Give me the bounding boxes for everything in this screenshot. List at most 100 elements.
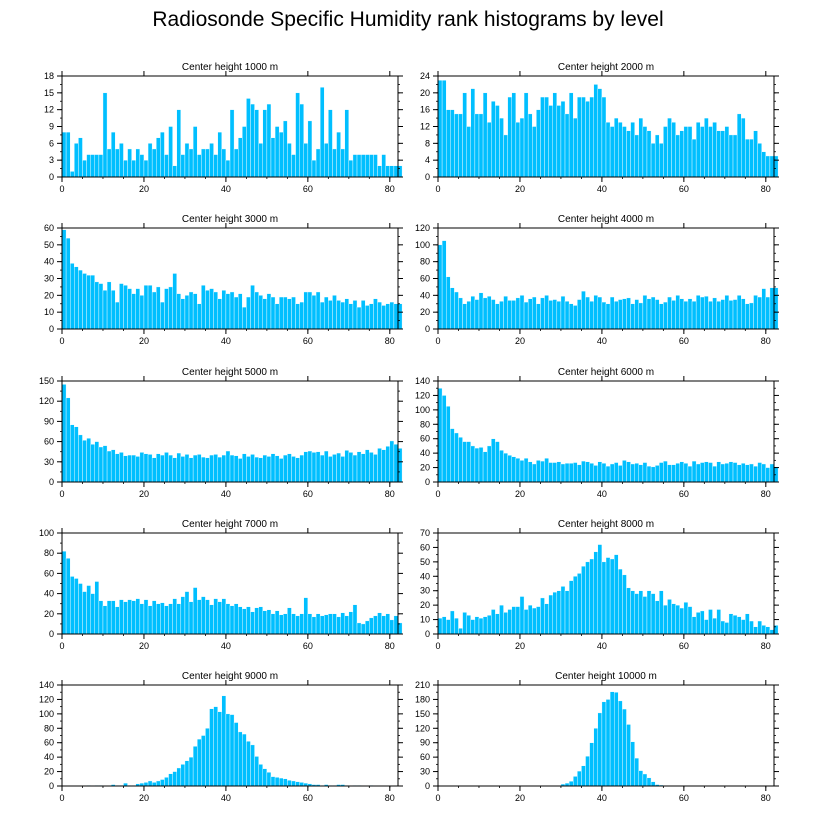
histogram-bar	[61, 131, 67, 178]
histogram-bar	[609, 691, 615, 787]
histogram-bar	[373, 615, 378, 635]
histogram-bar	[458, 297, 463, 330]
histogram-bar	[470, 619, 476, 635]
histogram-bar	[217, 601, 223, 635]
histogram-bar	[544, 457, 549, 483]
histogram-bar	[646, 298, 652, 330]
y-tick-label: 40	[44, 257, 54, 267]
histogram-bar	[94, 154, 100, 178]
histogram-bar	[568, 780, 574, 787]
histogram-bar	[242, 453, 247, 483]
histogram-bar	[151, 291, 157, 330]
histogram-bar	[523, 301, 529, 330]
histogram-bar	[601, 301, 607, 330]
histogram-bar	[581, 290, 586, 330]
histogram-bar	[441, 240, 447, 330]
histogram-bar	[618, 465, 623, 483]
x-tick-label: 80	[385, 336, 395, 346]
histogram-bar	[441, 616, 447, 635]
histogram-bar	[336, 452, 341, 483]
x-tick-label: 60	[303, 793, 313, 803]
histogram-bar	[283, 613, 288, 635]
histogram-bar	[450, 287, 455, 330]
y-tick-label: 0	[425, 477, 430, 487]
histogram-bar	[589, 558, 594, 635]
histogram-bar	[695, 295, 701, 330]
histogram-bar	[573, 576, 578, 635]
histogram-bar	[445, 619, 451, 635]
y-tick-label: 30	[44, 274, 54, 284]
histogram-bar	[597, 296, 603, 330]
histogram-bar	[344, 450, 350, 483]
histogram-bar	[143, 599, 149, 635]
histogram-bar	[564, 113, 570, 178]
y-tick-label: 3	[49, 155, 54, 165]
histogram-bar	[123, 455, 128, 483]
histogram-bar	[462, 441, 467, 483]
y-tick-label: 80	[44, 723, 54, 733]
histogram-bar	[393, 303, 399, 330]
histogram-bar	[369, 617, 374, 635]
histogram-bar	[184, 295, 190, 330]
histogram-bar	[597, 88, 603, 178]
panel-title: Center height 1000 m	[182, 62, 278, 73]
histogram-bar	[687, 606, 693, 635]
histogram-bar	[213, 154, 218, 178]
histogram-bar	[581, 96, 586, 178]
histogram-bar	[377, 301, 382, 330]
histogram-bar	[437, 617, 443, 635]
histogram-bar	[581, 765, 586, 787]
histogram-bar	[622, 298, 627, 330]
histogram-bar	[757, 620, 762, 635]
y-tick-label: 100	[39, 528, 54, 538]
histogram-bar	[634, 463, 639, 483]
panel-2: Center height 2000 m 0 20 40 60 80 0 4 8 12 16 20 24	[420, 62, 779, 194]
histogram-bar	[474, 616, 480, 635]
histogram-bar	[445, 109, 451, 178]
histogram-bar	[691, 138, 697, 178]
histogram-bar	[110, 131, 116, 178]
histogram-bar	[180, 154, 186, 178]
histogram-bar	[184, 760, 190, 787]
histogram-bar	[564, 301, 570, 330]
histogram-bar	[564, 590, 570, 635]
x-tick-label: 60	[303, 641, 313, 651]
histogram-bar	[454, 113, 459, 178]
histogram-bar	[283, 120, 288, 178]
histogram-bar	[523, 92, 529, 178]
histogram-bar	[69, 424, 75, 483]
histogram-bar	[373, 298, 378, 330]
histogram-bar	[295, 303, 300, 330]
histogram-bar	[495, 441, 500, 483]
histogram-bar	[519, 596, 525, 635]
histogram-bar	[716, 130, 721, 178]
histogram-bar	[622, 708, 627, 787]
histogram-bar	[663, 604, 668, 635]
histogram-bar	[192, 454, 198, 483]
histogram-bar	[597, 712, 603, 787]
histogram-bar	[515, 122, 521, 178]
histogram-bar	[270, 613, 276, 635]
histogram-bar	[274, 455, 280, 483]
histogram-bar	[135, 456, 141, 483]
panel-9: Center height 9000 m 0 20 40 60 80 0 20 40 60 80 10…	[39, 671, 403, 803]
histogram-bar	[381, 449, 386, 483]
histogram-bar	[303, 451, 309, 483]
histogram-bar	[704, 619, 709, 635]
histogram-bar	[332, 613, 337, 635]
histogram-bar	[605, 465, 611, 483]
y-tick-label: 60	[44, 437, 54, 447]
histogram-bar	[708, 126, 713, 178]
histogram-bar	[589, 96, 594, 178]
histogram-bar	[151, 148, 157, 178]
histogram-bar	[65, 131, 71, 178]
histogram-bar	[356, 622, 362, 635]
histogram-bar	[168, 126, 173, 178]
histogram-bar	[642, 462, 648, 483]
histogram-bar	[397, 448, 403, 483]
histogram-bar	[139, 295, 145, 330]
histogram-bar	[671, 300, 676, 330]
histogram-bar	[319, 454, 325, 483]
histogram-bar	[585, 296, 590, 330]
histogram-bar	[540, 597, 545, 635]
